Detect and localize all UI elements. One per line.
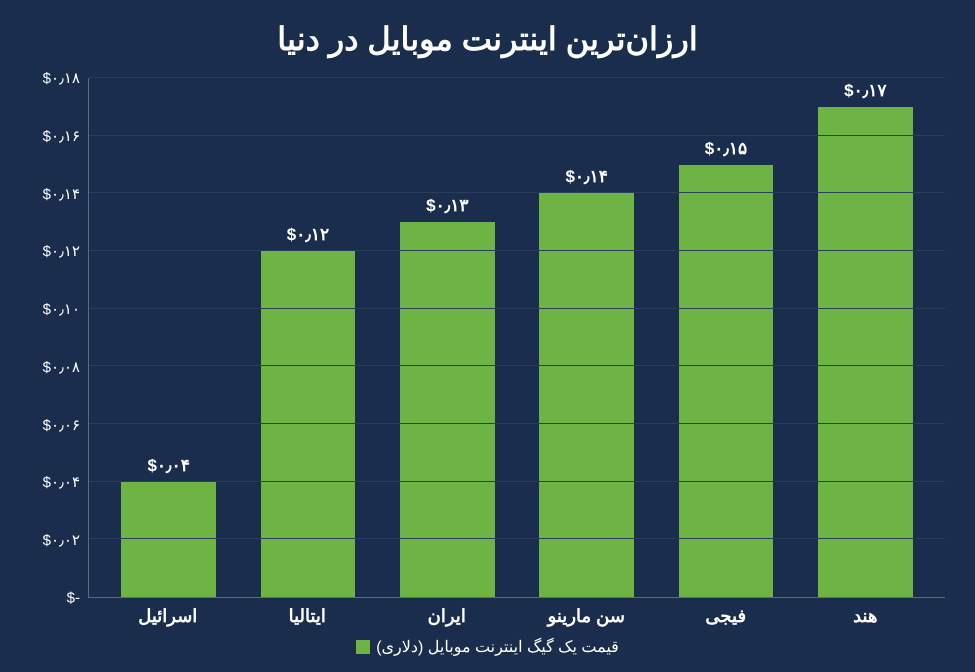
y-tick-label: $٠٫١٢ xyxy=(43,242,80,260)
x-tick-label: فیجی xyxy=(656,606,796,627)
grid-line xyxy=(89,538,945,539)
bar-value-label: $٠٫١٣ xyxy=(426,196,468,216)
bar: $٠٫١٢ xyxy=(261,251,356,597)
bar-group: $٠٫١۴ xyxy=(517,78,656,597)
y-tick-label: $٠٫٠۶ xyxy=(43,416,80,434)
grid-line xyxy=(89,250,945,251)
x-tick-label: ایران xyxy=(377,606,517,627)
bars-container: $٠٫٠۴ $٠٫١٢ $٠٫١٣ $٠٫١۴ $٠٫١۵ $٠٫١٧ xyxy=(89,78,945,597)
bar-group: $٠٫٠۴ xyxy=(99,78,238,597)
bar-value-label: $٠٫١٢ xyxy=(287,225,329,245)
y-tick-label: $٠٫١۴ xyxy=(43,185,80,203)
grid-line xyxy=(89,365,945,366)
bar: $٠٫١٣ xyxy=(400,222,495,597)
grid-line xyxy=(89,77,945,78)
x-tick-label: سن مارینو xyxy=(517,606,657,627)
x-tick-label: ایتالیا xyxy=(238,606,378,627)
bar-value-label: $٠٫١۵ xyxy=(705,139,747,159)
y-tick-label: $٠٫٠٢ xyxy=(43,531,80,549)
grid-line xyxy=(89,423,945,424)
y-axis: $-$٠٫٠٢$٠٫٠۴$٠٫٠۶$٠٫٠٨$٠٫١٠$٠٫١٢$٠٫١۴$٠٫… xyxy=(30,78,88,598)
bar-group: $٠٫١٧ xyxy=(796,78,935,597)
plot-area: $٠٫٠۴ $٠٫١٢ $٠٫١٣ $٠٫١۴ $٠٫١۵ $٠٫١٧ xyxy=(88,78,945,598)
y-tick-label: $٠٫١٠ xyxy=(43,300,80,318)
bar-value-label: $٠٫١۴ xyxy=(565,167,607,187)
bar: $٠٫١۵ xyxy=(679,165,774,598)
x-tick-label: هند xyxy=(796,606,936,627)
grid-line xyxy=(89,308,945,309)
bar-value-label: $٠٫٠۴ xyxy=(147,456,189,476)
bar: $٠٫١٧ xyxy=(818,107,913,597)
x-axis-labels: اسرائیلایتالیاایرانسن مارینوفیجیهند xyxy=(30,598,945,627)
plot-wrapper: $-$٠٫٠٢$٠٫٠۴$٠٫٠۶$٠٫٠٨$٠٫١٠$٠٫١٢$٠٫١۴$٠٫… xyxy=(30,78,945,598)
grid-line xyxy=(89,481,945,482)
x-tick-label: اسرائیل xyxy=(98,606,238,627)
y-tick-label: $٠٫٠۴ xyxy=(43,473,80,491)
bar-group: $٠٫١۵ xyxy=(656,78,795,597)
y-tick-label: $٠٫٠٨ xyxy=(43,358,80,376)
chart-title: ارزان‌ترین اینترنت موبایل در دنیا xyxy=(30,20,945,58)
bar-group: $٠٫١٢ xyxy=(238,78,377,597)
legend: قیمت یک گیگ اینترنت موبایل (دلاری) xyxy=(30,637,945,657)
bar: $٠٫١۴ xyxy=(539,193,634,597)
chart-container: ارزان‌ترین اینترنت موبایل در دنیا $- $٠٫٠… xyxy=(0,0,975,672)
grid-line xyxy=(89,192,945,193)
bar-group: $٠٫١٣ xyxy=(378,78,517,597)
y-tick-label: $٠٫١۶ xyxy=(43,127,80,145)
legend-label: قیمت یک گیگ اینترنت موبایل (دلاری) xyxy=(376,637,619,657)
y-tick-label: $٠٫١٨ xyxy=(43,69,80,87)
grid-line xyxy=(89,135,945,136)
y-tick-label: $- xyxy=(67,590,80,607)
bar-value-label: $٠٫١٧ xyxy=(844,81,886,101)
legend-swatch xyxy=(356,640,370,654)
